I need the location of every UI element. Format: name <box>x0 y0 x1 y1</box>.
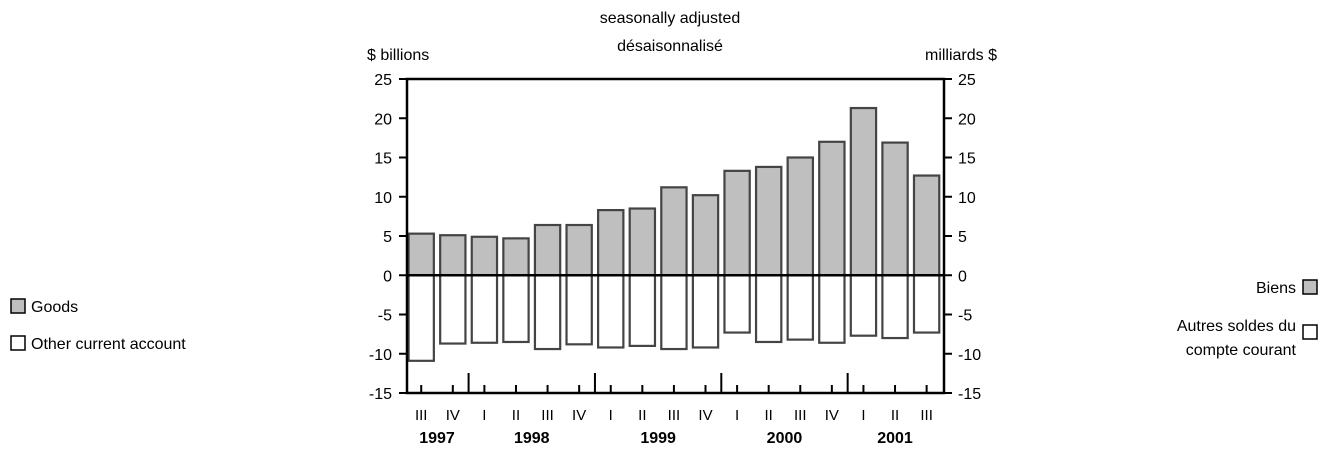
bar-other <box>533 274 562 351</box>
bar-goods <box>502 237 530 277</box>
bar-goods <box>660 186 688 277</box>
subtitle-fr: désaisonnalisé <box>617 38 723 55</box>
bar-other <box>754 274 783 344</box>
bar-other <box>912 274 941 334</box>
x-axis-year-labels: 1997 1998 1999 2000 2001 <box>419 430 913 447</box>
plot-frame <box>405 77 946 395</box>
y-tick-label-right: 10 <box>958 190 976 207</box>
legend-goods-label: Goods <box>31 299 78 316</box>
y-tick-label-right: -10 <box>958 347 981 364</box>
bar-other <box>407 274 435 362</box>
bar-other <box>597 274 625 349</box>
bar-other <box>660 274 688 351</box>
axis-ticks <box>399 78 952 394</box>
x-year-label: 1998 <box>514 430 550 447</box>
x-quarter-label: IV <box>698 407 712 424</box>
x-quarter-label: III <box>794 407 807 424</box>
x-quarter-label: I <box>735 407 739 424</box>
bar-goods <box>754 165 783 277</box>
bar-goods <box>786 156 815 277</box>
y-tick-label-left: 0 <box>383 268 392 285</box>
bar-other <box>565 274 593 346</box>
bar-goods <box>912 174 941 277</box>
x-axis-quarter-labels: III IV I II III IV I II III IV I II III IV I II III <box>415 407 933 424</box>
legend-right: Biens Autres soldes du compte courant <box>1177 279 1318 359</box>
legend-biens-label: Biens <box>1256 280 1296 297</box>
bar-goods <box>565 223 593 277</box>
bar-other <box>786 274 815 341</box>
x-year-label: 2000 <box>767 430 803 447</box>
x-quarter-label: II <box>638 407 646 424</box>
y-axis-right-labels: 25 20 15 10 5 0 -5 -10 -15 <box>958 72 981 403</box>
x-quarter-label: I <box>609 407 613 424</box>
bar-goods <box>628 207 657 277</box>
y-tick-label-left: -5 <box>378 308 392 325</box>
legend-goods-swatch <box>10 298 26 314</box>
x-quarter-label: II <box>891 407 899 424</box>
x-quarter-label: I <box>861 407 865 424</box>
x-quarter-label: IV <box>446 407 460 424</box>
bars-group <box>407 106 941 362</box>
unit-left: $ billions <box>367 47 429 64</box>
y-tick-label-left: 20 <box>374 111 392 128</box>
bar-goods <box>818 140 846 277</box>
y-tick-label-right: 15 <box>958 151 976 168</box>
legend-left: Goods Other current account <box>10 298 186 353</box>
bar-other <box>818 274 846 344</box>
legend-other-swatch <box>10 335 26 351</box>
legend-autres-line2: compte courant <box>1186 342 1297 359</box>
y-tick-label-right: 25 <box>958 72 976 89</box>
bar-goods <box>691 194 720 277</box>
unit-right: milliards $ <box>925 47 997 64</box>
bar-other <box>691 274 720 349</box>
y-tick-label-right: 0 <box>958 268 967 285</box>
x-quarter-label: II <box>765 407 773 424</box>
bar-goods <box>407 232 435 277</box>
x-quarter-label: I <box>482 407 486 424</box>
y-tick-label-left: -15 <box>369 386 392 403</box>
x-quarter-label: III <box>668 407 681 424</box>
subtitle-en: seasonally adjusted <box>600 10 741 27</box>
bar-other <box>723 274 751 334</box>
x-quarter-label: III <box>920 407 933 424</box>
x-year-label: 1999 <box>640 430 676 447</box>
bar-goods <box>439 234 467 277</box>
y-tick-label-right: -15 <box>958 386 981 403</box>
y-tick-label-left: 5 <box>383 229 392 246</box>
bar-goods <box>881 141 909 277</box>
y-tick-label-right: 20 <box>958 111 976 128</box>
legend-other-label: Other current account <box>31 336 186 353</box>
bar-goods <box>597 208 625 277</box>
bar-other <box>439 274 467 345</box>
x-year-label: 2001 <box>877 430 913 447</box>
bar-other <box>628 274 657 348</box>
y-tick-label-left: 15 <box>374 151 392 168</box>
x-year-label: 1997 <box>419 430 455 447</box>
y-tick-label-left: 10 <box>374 190 392 207</box>
bar-goods <box>470 235 499 277</box>
y-tick-label-right: 5 <box>958 229 967 246</box>
legend-autres-swatch <box>1302 324 1318 340</box>
y-tick-label-left: -10 <box>369 347 392 364</box>
legend-biens-swatch <box>1302 279 1318 295</box>
bar-goods <box>723 169 751 277</box>
bar-goods <box>533 223 562 277</box>
y-tick-label-right: -5 <box>958 308 972 325</box>
bar-other <box>849 274 878 337</box>
bar-other <box>470 274 499 344</box>
legend-autres-line1: Autres soldes du <box>1177 318 1296 335</box>
x-quarter-label: III <box>415 407 428 424</box>
y-tick-label-left: 25 <box>374 72 392 89</box>
x-quarter-label: II <box>512 407 520 424</box>
bar-other <box>502 274 530 344</box>
x-quarter-label: IV <box>572 407 586 424</box>
x-quarter-label: IV <box>825 407 839 424</box>
y-axis-left-labels: 25 20 15 10 5 0 -5 -10 -15 <box>369 72 392 403</box>
x-quarter-label: III <box>541 407 554 424</box>
bar-goods <box>849 106 878 277</box>
bar-other <box>881 274 909 340</box>
